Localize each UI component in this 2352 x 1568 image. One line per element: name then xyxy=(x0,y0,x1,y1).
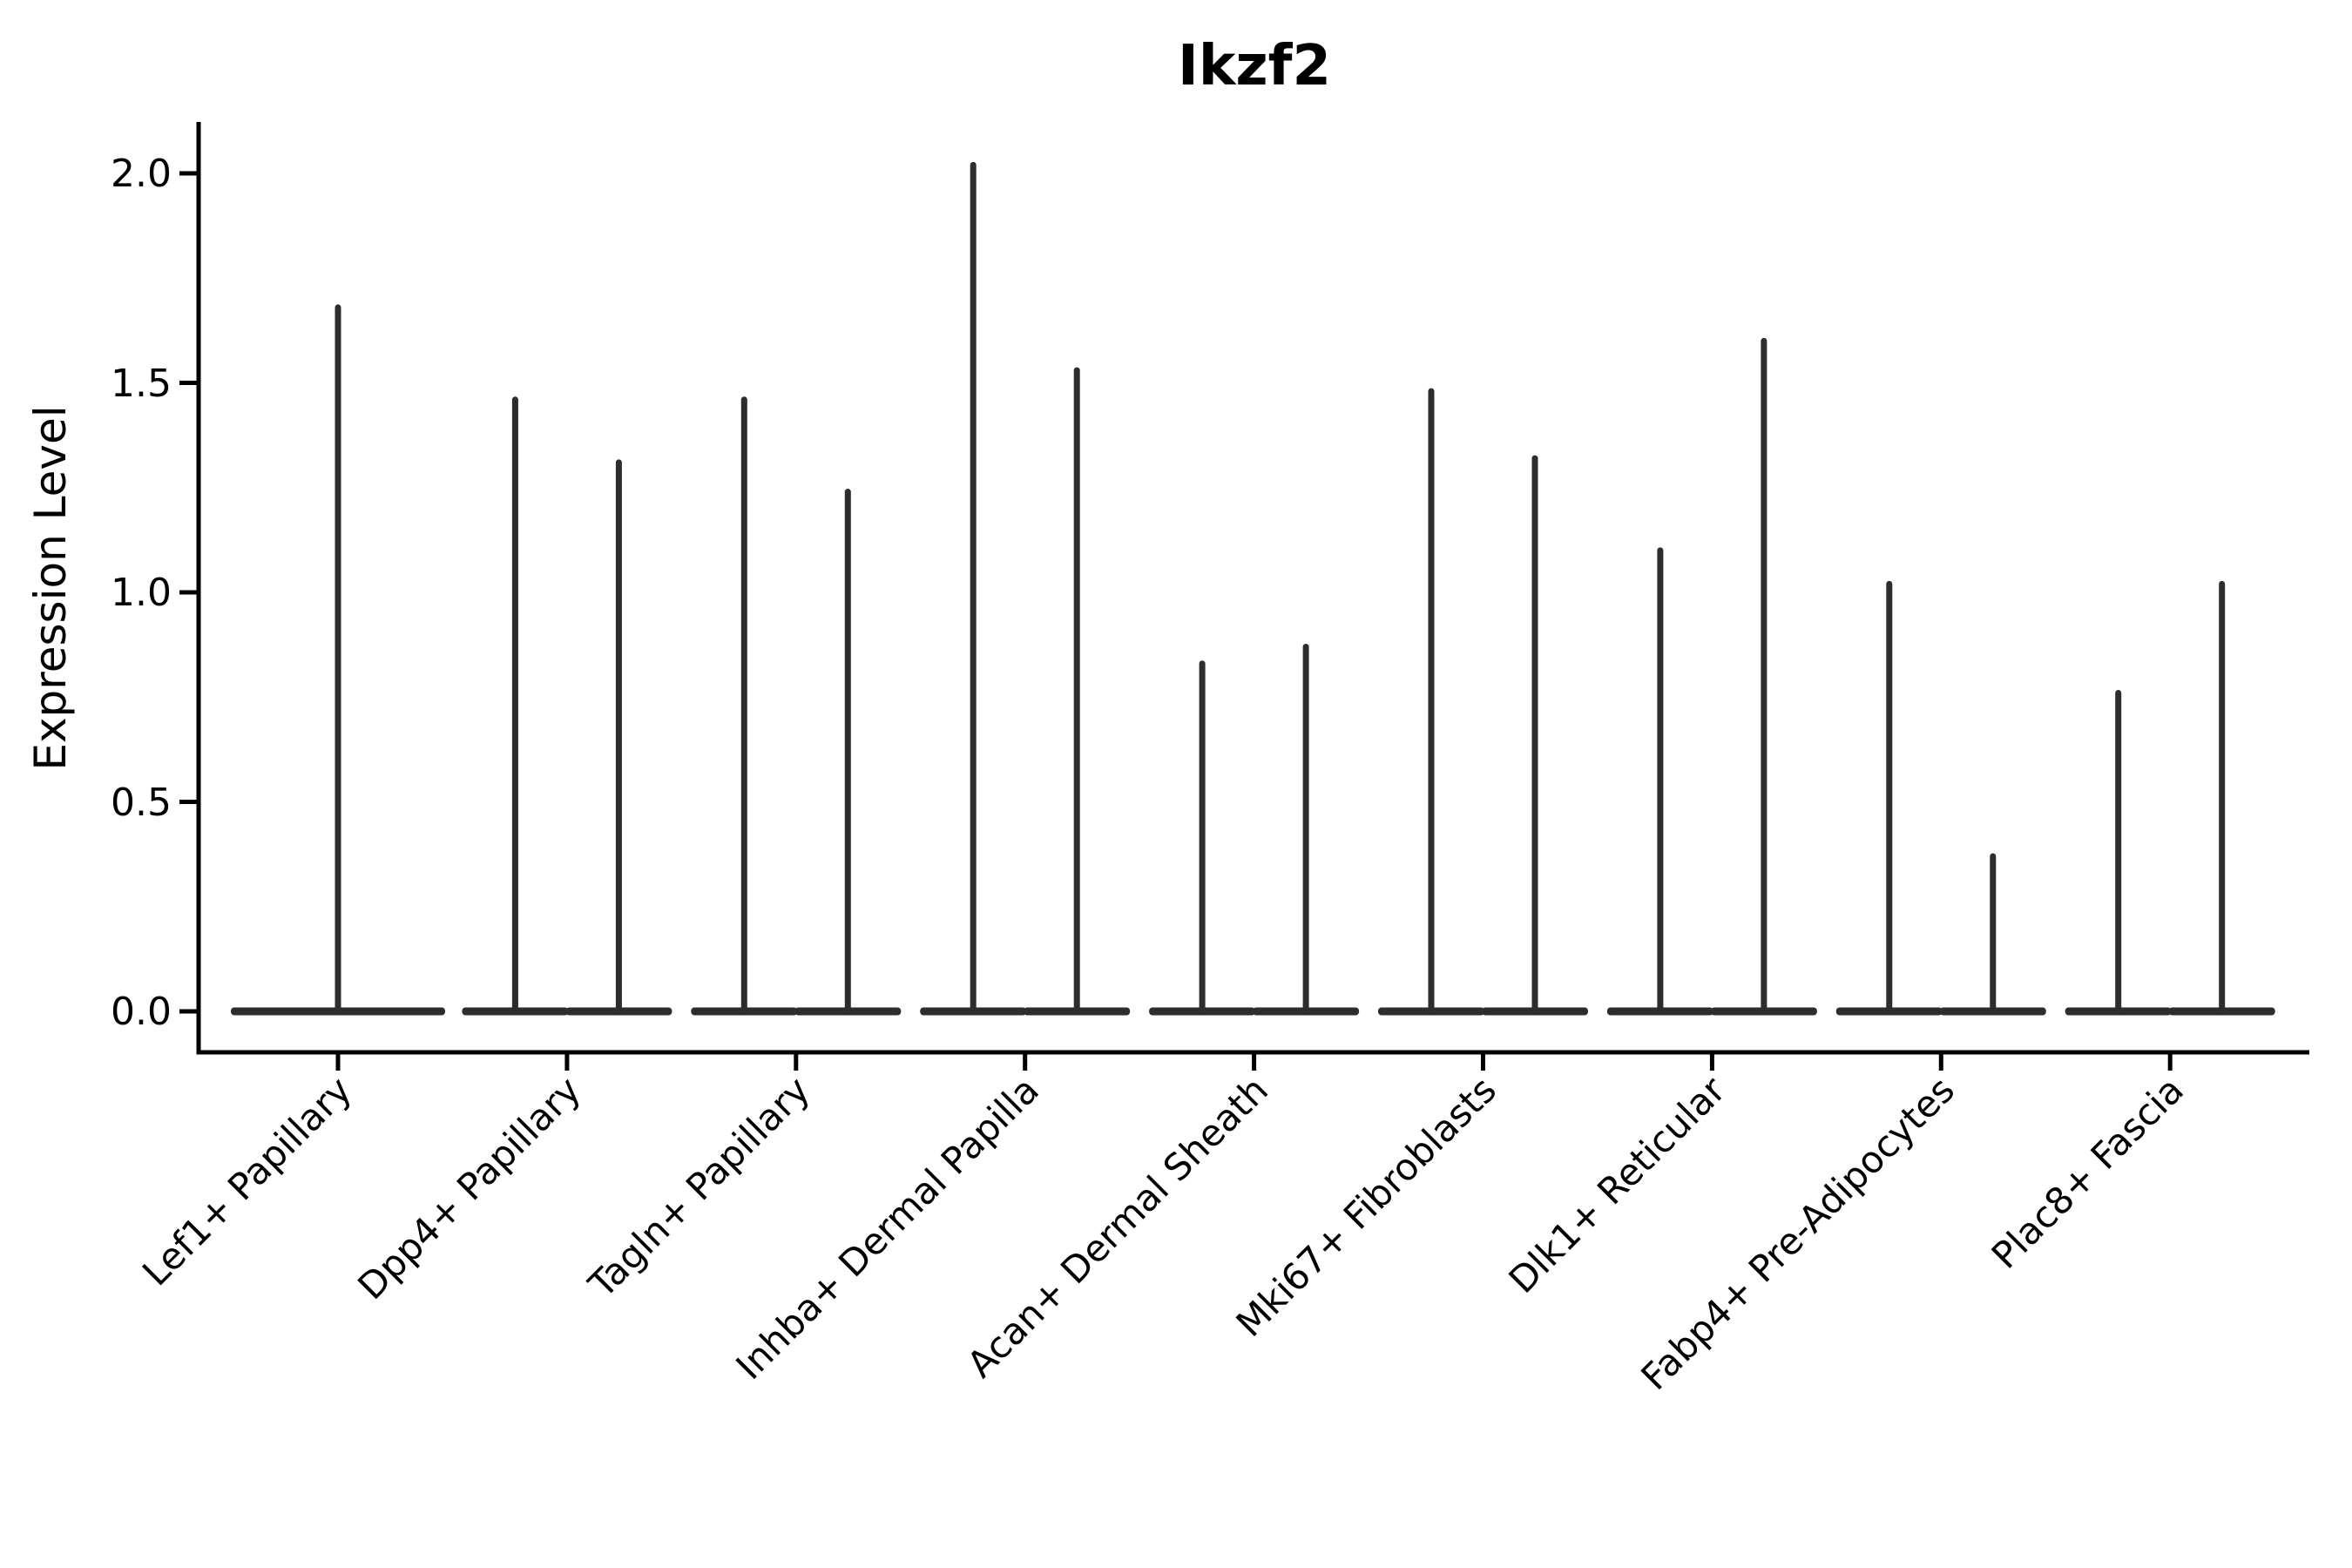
violin xyxy=(565,459,672,1016)
violin xyxy=(2168,580,2275,1016)
y-tick-label-1.0: 1.0 xyxy=(111,571,172,615)
violin xyxy=(691,396,798,1016)
violin xyxy=(1253,644,1360,1016)
violin xyxy=(1482,455,1588,1016)
violin xyxy=(794,489,902,1016)
violin xyxy=(1939,853,2046,1016)
violin xyxy=(462,396,569,1016)
y-tick-label-0.5: 0.5 xyxy=(111,781,172,825)
x-tick-label-mki67-fibroblasts: Mki67+ Fibroblasts xyxy=(1228,1068,1504,1344)
violin xyxy=(2065,689,2172,1016)
violin xyxy=(1710,337,1817,1016)
violin xyxy=(1606,547,1713,1016)
violin xyxy=(1024,367,1131,1016)
y-axis-label: Expression Level xyxy=(25,405,76,770)
x-tick-label-dlk1-reticular: Dlk1+ Reticular xyxy=(1501,1068,1734,1301)
y-tick-label-0.0: 0.0 xyxy=(111,990,172,1034)
violin xyxy=(1149,660,1256,1016)
x-tick-label-plac8-fascia: Plac8+ Fascia xyxy=(1984,1068,2192,1276)
violin xyxy=(1378,388,1484,1016)
violin-layer xyxy=(231,161,2275,1016)
violin xyxy=(231,304,445,1016)
chart-title: Ikzf2 xyxy=(1178,34,1331,98)
x-tick-label-tagln-papillary: Tagln+ Papillary xyxy=(580,1068,818,1306)
violin xyxy=(1835,580,1943,1016)
y-tick-label-1.5: 1.5 xyxy=(111,362,172,406)
violin xyxy=(920,161,1027,1016)
y-tick-label-2.0: 2.0 xyxy=(111,152,172,196)
axes-layer xyxy=(179,122,2309,1071)
x-tick-label-dpp4-papillary: Dpp4+ Papillary xyxy=(349,1068,589,1308)
x-tick-label-lef1-papillary: Lef1+ Papillary xyxy=(134,1068,360,1294)
